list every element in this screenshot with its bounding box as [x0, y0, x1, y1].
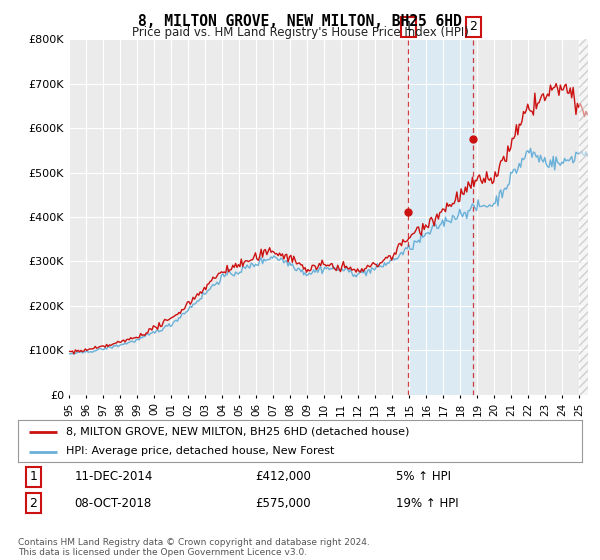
Text: 2: 2: [29, 497, 37, 510]
Bar: [580, 39, 593, 395]
Text: 1: 1: [29, 470, 37, 483]
Text: 5% ↑ HPI: 5% ↑ HPI: [396, 470, 451, 483]
Text: Price paid vs. HM Land Registry's House Price Index (HPI): Price paid vs. HM Land Registry's House …: [131, 26, 469, 39]
Text: 8, MILTON GROVE, NEW MILTON, BH25 6HD: 8, MILTON GROVE, NEW MILTON, BH25 6HD: [138, 14, 462, 29]
Bar: [409, 39, 473, 395]
Text: HPI: Average price, detached house, New Forest: HPI: Average price, detached house, New …: [66, 446, 334, 456]
Text: Contains HM Land Registry data © Crown copyright and database right 2024.
This d: Contains HM Land Registry data © Crown c…: [18, 538, 370, 557]
Text: 1: 1: [404, 20, 412, 33]
Text: 19% ↑ HPI: 19% ↑ HPI: [396, 497, 458, 510]
Text: £575,000: £575,000: [255, 497, 311, 510]
Text: £412,000: £412,000: [255, 470, 311, 483]
Text: 08-OCT-2018: 08-OCT-2018: [74, 497, 152, 510]
Text: 8, MILTON GROVE, NEW MILTON, BH25 6HD (detached house): 8, MILTON GROVE, NEW MILTON, BH25 6HD (d…: [66, 427, 409, 437]
Text: 11-DEC-2014: 11-DEC-2014: [74, 470, 153, 483]
Text: 2: 2: [470, 20, 478, 33]
